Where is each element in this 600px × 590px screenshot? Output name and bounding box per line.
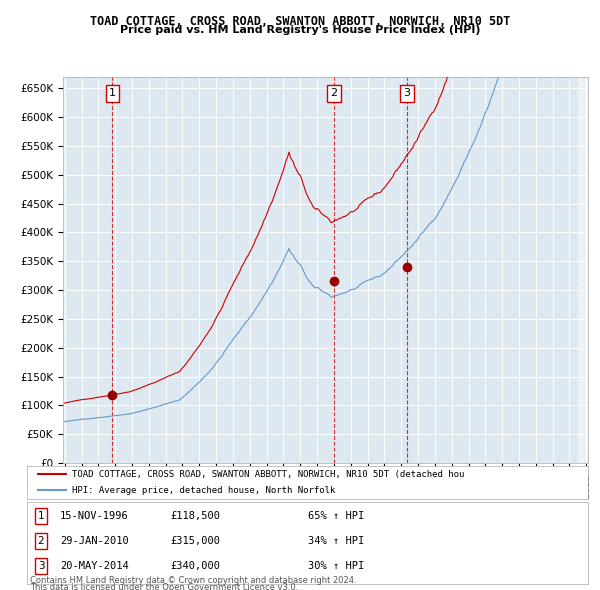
Text: £315,000: £315,000 (170, 536, 220, 546)
Text: 2: 2 (38, 536, 44, 546)
Text: 20-MAY-2014: 20-MAY-2014 (60, 561, 128, 571)
Text: TOAD COTTAGE, CROSS ROAD, SWANTON ABBOTT, NORWICH, NR10 5DT (detached hou: TOAD COTTAGE, CROSS ROAD, SWANTON ABBOTT… (72, 470, 464, 478)
Text: 3: 3 (403, 88, 410, 99)
Text: TOAD COTTAGE, CROSS ROAD, SWANTON ABBOTT, NORWICH, NR10 5DT: TOAD COTTAGE, CROSS ROAD, SWANTON ABBOTT… (90, 15, 510, 28)
Text: £340,000: £340,000 (170, 561, 220, 571)
Text: 29-JAN-2010: 29-JAN-2010 (60, 536, 128, 546)
Text: Price paid vs. HM Land Registry's House Price Index (HPI): Price paid vs. HM Land Registry's House … (120, 25, 480, 35)
Text: Contains HM Land Registry data © Crown copyright and database right 2024.: Contains HM Land Registry data © Crown c… (30, 576, 356, 585)
Text: This data is licensed under the Open Government Licence v3.0.: This data is licensed under the Open Gov… (30, 583, 298, 590)
Text: £118,500: £118,500 (170, 512, 220, 522)
Text: HPI: Average price, detached house, North Norfolk: HPI: Average price, detached house, Nort… (72, 486, 335, 495)
Text: 3: 3 (38, 561, 44, 571)
Text: 1: 1 (109, 88, 116, 99)
Text: 30% ↑ HPI: 30% ↑ HPI (308, 561, 364, 571)
Text: 2: 2 (331, 88, 337, 99)
Text: 65% ↑ HPI: 65% ↑ HPI (308, 512, 364, 522)
Text: 1: 1 (38, 512, 44, 522)
Text: 15-NOV-1996: 15-NOV-1996 (60, 512, 128, 522)
Text: 34% ↑ HPI: 34% ↑ HPI (308, 536, 364, 546)
